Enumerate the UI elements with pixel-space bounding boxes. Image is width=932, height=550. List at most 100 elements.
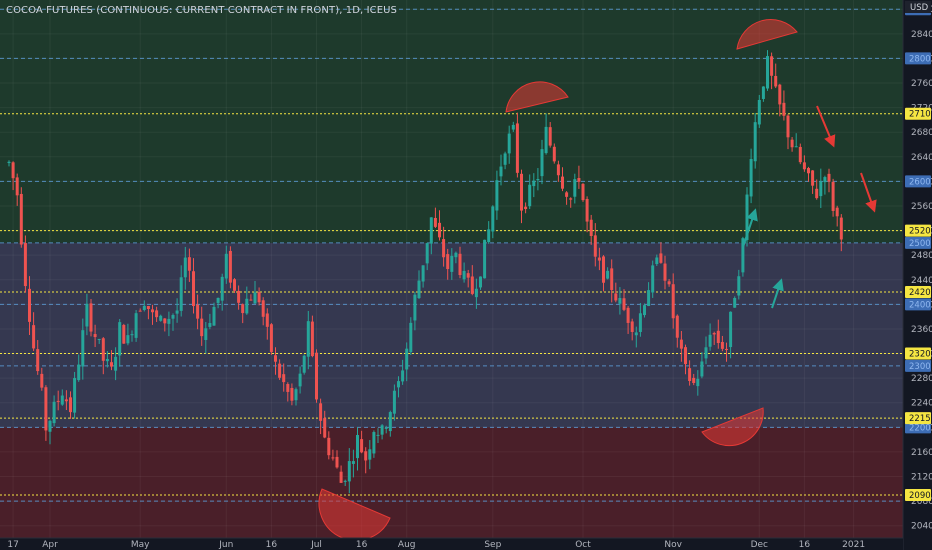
- candle-body: [450, 255, 454, 272]
- candle-body: [663, 263, 667, 281]
- candle-body: [64, 399, 68, 402]
- candle-body: [417, 280, 421, 299]
- candle-body: [597, 257, 601, 261]
- candle-body: [696, 378, 700, 387]
- candle-body: [97, 338, 101, 340]
- candle-body: [298, 373, 302, 387]
- price-tick-label: 2360: [911, 325, 932, 335]
- candle-body: [183, 257, 187, 278]
- price-tick-label: 2240: [911, 399, 932, 409]
- candle-body: [36, 349, 40, 372]
- candle-body: [634, 332, 638, 336]
- candle-body: [81, 330, 85, 367]
- yellow-level-tag-bg: [905, 107, 931, 120]
- time-tick-label: May: [131, 540, 150, 550]
- candle-body: [89, 303, 93, 332]
- candle-body: [548, 127, 552, 146]
- candle-body: [360, 439, 364, 453]
- candle-body: [655, 257, 659, 265]
- candle-body: [163, 318, 167, 324]
- candle-body: [306, 321, 310, 357]
- candle-body: [208, 323, 212, 327]
- candle-body: [73, 378, 77, 413]
- candle-body: [835, 207, 839, 217]
- candle-body: [52, 401, 56, 424]
- candle-body: [798, 146, 802, 163]
- candle-body: [487, 229, 491, 243]
- time-axis-bg: [0, 538, 903, 550]
- candle-body: [659, 253, 663, 263]
- candle-body: [114, 356, 118, 371]
- candle-body: [561, 176, 564, 189]
- blue-level-tag: 2600: [909, 177, 931, 187]
- candle-body: [733, 298, 737, 308]
- time-tick-label: Jun: [218, 540, 233, 550]
- candle-body: [462, 270, 466, 280]
- candle-body: [335, 456, 339, 468]
- candle-body: [704, 347, 708, 359]
- candle-body: [159, 315, 163, 321]
- currency-label: USD: [910, 3, 929, 13]
- candle-body: [712, 333, 716, 335]
- yellow-level-tag: 2420: [909, 288, 931, 298]
- candle-body: [483, 239, 487, 279]
- candle-body: [237, 290, 241, 303]
- currency-label-bg: [905, 1, 931, 13]
- candle-body: [552, 146, 556, 162]
- candle-body: [610, 268, 614, 290]
- candle-body: [44, 387, 48, 431]
- candle-body: [778, 84, 782, 105]
- candle-body: [708, 334, 712, 347]
- candle-body: [171, 315, 175, 319]
- candle-body: [458, 253, 462, 276]
- candle-body: [122, 324, 126, 344]
- blue-level-tag-bg: [905, 359, 931, 372]
- candle-body: [544, 126, 548, 154]
- time-tick-label: Apr: [42, 540, 58, 550]
- red-arrow: [860, 172, 877, 213]
- yellow-level-tag: 2520: [909, 227, 931, 237]
- candle-body: [196, 304, 200, 319]
- price-axis[interactable]: 2040 2080 2120 2160 2200 2240 2280 2320 2360 2400…: [902, 0, 932, 550]
- candle-body: [622, 298, 626, 310]
- candle-body: [155, 310, 159, 318]
- green-arrow: [771, 278, 784, 309]
- blue-level-tag: 2200: [909, 423, 931, 433]
- candle-body: [774, 75, 778, 87]
- yellow-level-tag-bg: [905, 286, 931, 299]
- candle-body: [606, 270, 610, 279]
- candle-body: [720, 341, 724, 349]
- candle-body: [524, 206, 528, 210]
- candle-body: [528, 184, 532, 207]
- candle-body: [815, 188, 819, 199]
- green-arrow: [742, 208, 758, 248]
- candle-body: [425, 243, 429, 264]
- candle-body: [204, 328, 208, 340]
- candle-body: [753, 122, 757, 162]
- candle-body: [11, 162, 15, 179]
- candle-body: [511, 124, 515, 130]
- blue-level-tag-bg: [905, 236, 931, 249]
- half-circle-shape: [505, 81, 569, 113]
- candle-body: [77, 364, 81, 381]
- candle-body: [397, 381, 400, 388]
- candle-body: [802, 162, 806, 170]
- candle-body: [126, 335, 130, 344]
- candle-body: [253, 292, 257, 304]
- candle-body: [491, 206, 495, 232]
- candle-body: [347, 461, 351, 482]
- candle-body: [409, 322, 413, 353]
- candle-body: [442, 239, 446, 258]
- candle-body: [573, 179, 577, 197]
- candle-body: [15, 177, 19, 196]
- candle-body: [192, 271, 195, 307]
- price-axis-bg: [903, 0, 932, 550]
- time-tick-label: 16: [356, 540, 368, 550]
- time-axis[interactable]: 17 Apr May Jun 16 Jul 16 Aug Sep Oct Nov Dec 16 2021: [0, 537, 903, 550]
- candle-body: [118, 322, 122, 356]
- candle-body: [495, 180, 499, 211]
- time-tick-label: Aug: [398, 540, 416, 550]
- candle-body: [725, 348, 728, 350]
- time-tick-label: Oct: [575, 540, 591, 550]
